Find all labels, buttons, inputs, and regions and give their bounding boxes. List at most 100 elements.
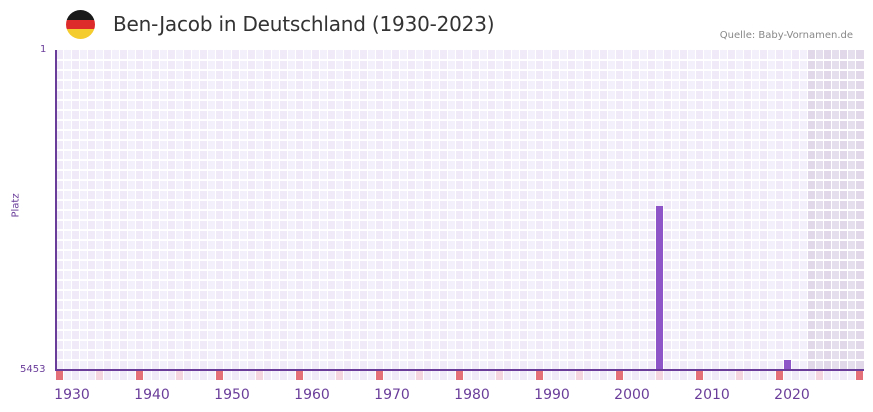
gridline-vertical <box>423 50 424 370</box>
gridline-vertical <box>671 50 672 370</box>
year-marker <box>416 371 423 380</box>
gridline-vertical <box>239 50 240 370</box>
year-marker <box>496 371 503 380</box>
year-marker <box>552 371 559 380</box>
year-marker <box>808 371 815 380</box>
gridline-vertical <box>391 50 392 370</box>
decade-marker <box>136 371 143 380</box>
gridline-vertical <box>431 50 432 370</box>
year-marker <box>464 371 471 380</box>
gridline-vertical <box>311 50 312 370</box>
gridline-vertical <box>231 50 232 370</box>
gridline-vertical <box>815 50 816 370</box>
year-marker <box>560 371 567 380</box>
gridline-vertical <box>511 50 512 370</box>
year-marker <box>80 371 87 380</box>
year-marker <box>176 371 183 380</box>
year-marker <box>600 371 607 380</box>
gridline-vertical <box>847 50 848 370</box>
gridline-horizontal <box>56 309 864 311</box>
year-marker <box>520 371 527 380</box>
gridline-vertical <box>399 50 400 370</box>
year-marker <box>744 371 751 380</box>
plot-area <box>56 50 864 370</box>
gridline-horizontal <box>56 279 864 281</box>
year-marker <box>400 371 407 380</box>
year-marker <box>200 371 207 380</box>
year-marker <box>256 371 263 380</box>
gridline-vertical <box>471 50 472 370</box>
bar-2021[interactable] <box>784 360 791 370</box>
year-marker <box>184 371 191 380</box>
y-tick-bottom: 5453 <box>20 364 46 375</box>
gridline-vertical <box>143 50 144 370</box>
gridline-vertical <box>447 50 448 370</box>
gridline-vertical <box>623 50 624 370</box>
gridline-horizontal <box>56 359 864 361</box>
gridline-vertical <box>767 50 768 370</box>
year-marker <box>360 371 367 380</box>
gridline-vertical <box>183 50 184 370</box>
gridline-horizontal <box>56 89 864 91</box>
gridline-vertical <box>319 50 320 370</box>
gridline-vertical <box>711 50 712 370</box>
year-markers <box>56 371 864 380</box>
gridline-vertical <box>639 50 640 370</box>
year-marker <box>208 371 215 380</box>
gridline-vertical <box>111 50 112 370</box>
gridline-vertical <box>327 50 328 370</box>
gridline-vertical <box>455 50 456 370</box>
gridline-vertical <box>271 50 272 370</box>
chart-title: Ben-Jacob in Deutschland (1930-2023) <box>113 12 495 36</box>
decade-marker <box>376 371 383 380</box>
gridline-vertical <box>295 50 296 370</box>
year-marker <box>648 371 655 380</box>
year-marker <box>384 371 391 380</box>
x-tick-2000: 2000 <box>614 387 650 403</box>
gridline-vertical <box>743 50 744 370</box>
decade-marker <box>296 371 303 380</box>
gridline-horizontal <box>56 159 864 161</box>
gridline-vertical <box>575 50 576 370</box>
year-marker <box>712 371 719 380</box>
year-marker <box>792 371 799 380</box>
year-marker <box>608 371 615 380</box>
gridline-vertical <box>223 50 224 370</box>
gridline-vertical <box>287 50 288 370</box>
year-marker <box>120 371 127 380</box>
year-marker <box>584 371 591 380</box>
year-marker <box>96 371 103 380</box>
gridline-vertical <box>503 50 504 370</box>
year-marker <box>728 371 735 380</box>
year-marker <box>568 371 575 380</box>
gridline-vertical <box>359 50 360 370</box>
year-marker <box>440 371 447 380</box>
gridline-vertical <box>527 50 528 370</box>
gridline-vertical <box>207 50 208 370</box>
x-tick-1970: 1970 <box>374 387 410 403</box>
gridline-vertical <box>439 50 440 370</box>
year-marker <box>544 371 551 380</box>
gridline-vertical <box>631 50 632 370</box>
gridline-horizontal <box>56 139 864 141</box>
bar-2005[interactable] <box>656 206 663 370</box>
gridline-vertical <box>783 50 784 370</box>
gridline-vertical <box>791 50 792 370</box>
year-marker <box>272 371 279 380</box>
gridline-horizontal <box>56 339 864 341</box>
decade-marker <box>56 371 63 380</box>
gridline-vertical <box>375 50 376 370</box>
gridline-vertical <box>855 50 856 370</box>
year-marker <box>352 371 359 380</box>
y-axis-title: Platz <box>10 193 22 218</box>
year-marker <box>704 371 711 380</box>
gridline-vertical <box>495 50 496 370</box>
year-marker <box>64 371 71 380</box>
gridline-vertical <box>479 50 480 370</box>
gridline-horizontal <box>56 349 864 351</box>
decade-marker <box>776 371 783 380</box>
gridline-vertical <box>551 50 552 370</box>
decade-marker <box>696 371 703 380</box>
gridline-vertical <box>103 50 104 370</box>
gridline-vertical <box>351 50 352 370</box>
